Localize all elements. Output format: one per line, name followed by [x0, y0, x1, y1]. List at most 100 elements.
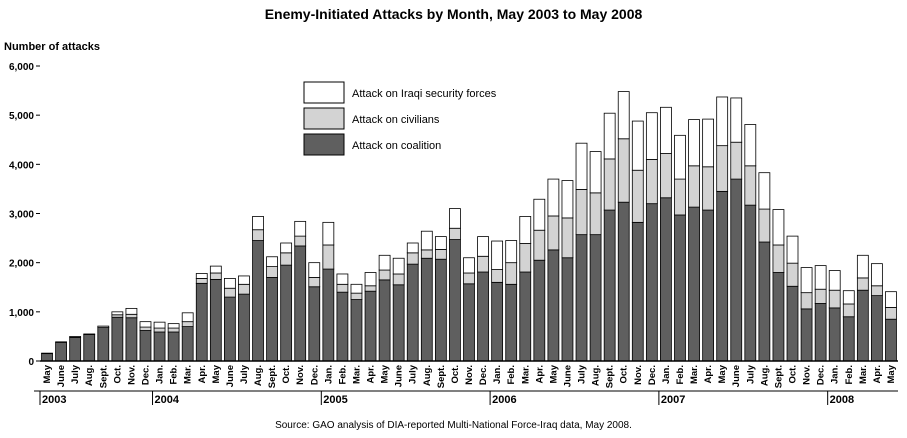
bar-segment-series-1: [589, 192, 602, 236]
bar-segment-series-2: [716, 96, 729, 147]
bar-segment-series-2: [294, 220, 307, 237]
legend-label-series-2: Attack on Iraqi security forces: [352, 88, 497, 100]
bar-segment-series-0: [350, 299, 363, 362]
bar-segment-series-2: [871, 263, 883, 287]
x-tick-label: July: [577, 364, 588, 384]
x-tick-label: Dec.: [478, 365, 489, 385]
bar-segment-series-2: [603, 112, 616, 160]
chart-title: Enemy-Initiated Attacks by Month, May 20…: [264, 6, 643, 22]
bar-segment-series-1: [744, 165, 757, 206]
bar-segment-series-0: [322, 268, 335, 362]
bar-segment-series-0: [449, 239, 461, 362]
bar-segment-series-2: [434, 236, 447, 250]
bar-segment-series-0: [139, 330, 152, 362]
bar-segment-series-1: [786, 262, 799, 287]
bar-segment-series-1: [308, 277, 321, 288]
x-tick-label: Jan.: [492, 365, 503, 384]
bar-segment-series-1: [885, 307, 897, 320]
x-tick-label: Apr.: [197, 365, 208, 383]
bar-segment-series-1: [674, 178, 686, 216]
bar-segment-series-2: [139, 321, 152, 328]
bar-segment-series-2: [660, 106, 672, 154]
bar-segment-series-0: [280, 264, 293, 362]
x-tick-label: Mar.: [351, 365, 362, 384]
bar-segment-series-1: [828, 289, 841, 309]
bar-segment-series-1: [195, 277, 208, 284]
x-axis: May June July Aug. Sept. Oct. Nov. Dec. Jan. Feb.…: [40, 360, 898, 388]
bar-segment-series-0: [519, 271, 532, 362]
bar-segment-series-2: [533, 198, 546, 231]
bar-segment-series-0: [69, 336, 82, 362]
bar-segment-series-0: [378, 279, 391, 362]
x-tick-label: Jan.: [830, 365, 841, 384]
x-tick-label: Mar.: [858, 365, 869, 384]
y-axis: 0 1,000 2,000 3,000 4,000 5,000 6,000: [9, 62, 40, 368]
bar-segment-series-0: [603, 209, 616, 362]
bar-segment-series-0: [631, 221, 644, 362]
bar-segment-series-1: [322, 244, 335, 270]
bar-segment-series-0: [772, 272, 785, 362]
bar-segment-series-0: [814, 303, 827, 362]
x-tick-label: July: [745, 364, 756, 384]
bar-segment-series-1: [561, 217, 574, 259]
bar-segment-series-1: [449, 227, 461, 240]
y-tick-label: 1,000: [9, 308, 34, 319]
x-tick-label: Jan.: [661, 365, 672, 384]
bar-segment-series-0: [477, 271, 489, 362]
bar-segment-series-2: [308, 262, 321, 278]
bar-segment-series-2: [238, 275, 250, 285]
bar-segment-series-2: [181, 312, 194, 323]
bar-segment-series-2: [252, 216, 264, 231]
bar-segment-series-2: [786, 235, 799, 264]
x-tick-label: Sept.: [605, 365, 616, 388]
bar-segment-series-0: [420, 257, 433, 362]
bar-segment-series-1: [631, 169, 644, 223]
bar-segment-series-0: [828, 307, 841, 362]
year-label: 2005: [323, 394, 347, 406]
y-tick-label: 5,000: [9, 111, 34, 122]
x-tick-label: Feb.: [844, 365, 855, 385]
x-tick-label: Nov.: [295, 365, 306, 385]
bar-segment-series-0: [125, 317, 138, 362]
year-label: 2006: [492, 394, 516, 406]
bar-segment-series-2: [505, 240, 518, 264]
bar-segment-series-0: [575, 234, 588, 362]
bar-segment-series-2: [223, 277, 236, 289]
x-tick-label: July: [239, 364, 250, 384]
bar-segment-series-0: [195, 282, 208, 362]
bar-segment-series-1: [871, 285, 883, 297]
x-tick-label: Apr.: [366, 365, 377, 383]
legend: Attack on Iraqi security forces Attack on…: [303, 81, 497, 156]
x-tick-label: Aug.: [84, 365, 95, 386]
bar-segment-series-1: [294, 235, 307, 247]
bar-segment-series-1: [223, 287, 236, 298]
bar-segment-series-2: [322, 221, 335, 246]
bar-segment-series-1: [167, 327, 180, 333]
bar-segment-series-2: [477, 236, 489, 257]
bar-segment-series-1: [406, 252, 419, 265]
bar-segment-series-2: [406, 242, 419, 254]
bar-segment-series-1: [392, 273, 405, 286]
bar-segment-series-0: [392, 284, 405, 362]
bar-segment-series-1: [97, 325, 110, 328]
bar-segment-series-2: [856, 254, 869, 279]
bar-segment-series-1: [842, 303, 855, 318]
x-tick-label: May: [42, 364, 53, 383]
bar-segment-series-1: [716, 145, 729, 192]
bar-segment-series-1: [730, 141, 743, 180]
x-tick-label: Sept.: [773, 365, 784, 388]
x-tick-label: Sept.: [98, 365, 109, 388]
bar-segment-series-2: [617, 91, 630, 140]
bar-segment-series-0: [83, 334, 96, 362]
bar-segment-series-0: [336, 291, 349, 362]
bar-segment-series-1: [378, 269, 391, 281]
bar-segment-series-1: [603, 158, 616, 211]
bar-segment-series-1: [252, 229, 264, 241]
bar-segment-series-1: [505, 262, 518, 285]
bar-segment-series-2: [364, 272, 377, 287]
bar-segment-series-1: [434, 248, 447, 260]
bar-segment-series-2: [744, 124, 757, 167]
x-tick-label: Oct.: [112, 365, 123, 383]
bar-segment-series-2: [730, 97, 743, 143]
bar-segment-series-2: [350, 283, 363, 294]
